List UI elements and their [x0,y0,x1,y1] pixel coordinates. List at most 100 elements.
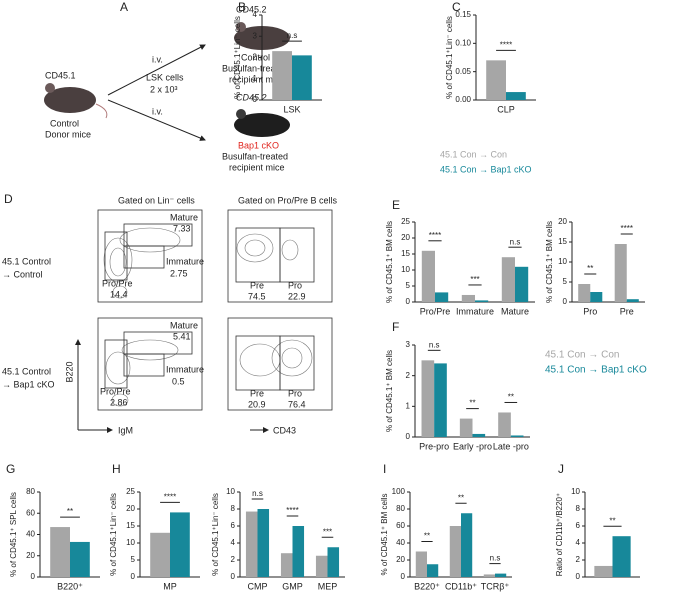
bar [315,555,328,577]
x-tick-label: TCRβ⁺ [481,581,510,591]
y-tick-label: 10 [401,265,410,274]
y-tick-label: 15 [558,237,567,246]
y-tick-label: 0 [563,297,568,306]
mouse [44,87,96,113]
transfer-label: 2 x 10³ [150,84,178,94]
mouse-ear [45,83,55,93]
bar [421,250,435,302]
bar [612,536,631,577]
recipient-label: Busulfan-treated [222,63,288,73]
contours [103,227,313,407]
y-tick-label: 0 [131,572,136,581]
y-tick-label: 100 [392,487,406,496]
x-tick-label: Pre [620,306,634,316]
y-tick-label: 20 [126,504,135,513]
panel-label: B [238,0,246,14]
significance-label: *** [470,275,479,284]
y-tick-label: 4 [253,10,258,19]
bar [292,55,312,100]
gate-value: 14.4 [110,289,128,299]
y-tick-label: 5 [563,277,568,286]
bar [483,574,495,577]
gate-value: 74.5 [248,291,266,301]
gate-value: 0.5 [172,376,185,386]
x-tick-label: GMP [282,581,303,591]
bar [472,433,486,437]
bar [461,513,473,577]
y-tick-label: 80 [396,504,405,513]
y-tick-label: 2 [253,53,258,62]
gate-label: Pro/Pre [102,278,133,288]
significance-label: ** [458,493,464,502]
gate-title: Gated on Pro/Pre B cells [238,195,338,205]
y-tick-label: 1 [253,74,258,83]
x-tick-label: Pro [583,306,597,316]
legend-entry: 45.1 Con → Bap1 cKO [545,365,647,376]
significance-label: ** [469,399,475,408]
mouse-ear [236,22,246,32]
axis-label: CD43 [273,425,296,435]
x-tick-label: CMP [248,581,268,591]
axis-label: IgM [118,425,133,435]
panel-label: A [120,0,128,14]
legend-entry: 45.1 Con → Bap1 cKO [440,164,532,174]
y-tick-label: 2 [231,555,236,564]
y-tick-label: 40 [396,538,405,547]
bar [435,292,449,302]
y-tick-label: 10 [226,487,235,496]
transfer-label: LSK cells [146,72,184,82]
x-tick-label: LSK [283,104,300,114]
panel-label: I [383,462,386,476]
gate-label: Pro [288,280,302,290]
y-axis-label: % of CD45.1⁺ BM cells [385,350,394,432]
plot-frame [227,317,333,411]
panel-label: E [392,198,400,212]
mouse [234,113,290,137]
bar [461,294,475,302]
bar [280,553,293,577]
y-tick-label: 8 [576,504,581,513]
gate-label: Mature [170,212,198,222]
arrow [107,44,206,96]
gate-label: Pre [250,388,264,398]
y-tick-label: 4 [576,538,581,547]
y-tick-label: 15 [401,249,410,258]
y-tick-label: 0 [406,297,411,306]
y-tick-label: 1 [406,401,411,410]
recipient-label: Control [241,52,270,62]
y-tick-label: 10 [126,538,135,547]
bar [245,511,258,577]
y-tick-label: 5 [406,281,411,290]
panel-label: C [452,0,461,14]
panel-label: J [558,462,564,476]
significance-label: **** [621,224,633,233]
row-label: → Bap1 cKO [2,379,55,389]
y-tick-label: 25 [401,217,410,226]
significance-label: n.s [429,340,440,349]
significance-label: n.s [510,237,521,246]
bar [415,551,427,577]
mouse-ear [236,109,246,119]
bar [515,266,529,302]
bar [50,527,70,577]
y-tick-label: 80 [26,487,35,496]
x-tick-label: CLP [497,104,515,114]
y-axis-label: % of CD45.1⁺ SPL cells [9,492,18,577]
panel-label: D [4,192,13,206]
donor-label: Control [50,118,79,128]
y-axis-label: % of CD45.1⁺Lin⁻ cells [109,493,118,576]
y-tick-label: 10 [558,257,567,266]
axis-label: B220 [64,361,74,382]
gate-value: 76.4 [288,399,306,409]
bar [590,292,603,302]
panel-label: F [392,320,399,334]
gate-value: 22.9 [288,291,306,301]
y-tick-label: 0 [576,572,581,581]
y-tick-label: 3 [253,31,258,40]
significance-label: ** [67,507,73,516]
donor-label: Donor mice [45,129,91,139]
gate-value: 20.9 [248,399,266,409]
bar [506,92,526,100]
gate-label: Immature [166,256,204,266]
gate-label: Mature [170,320,198,330]
